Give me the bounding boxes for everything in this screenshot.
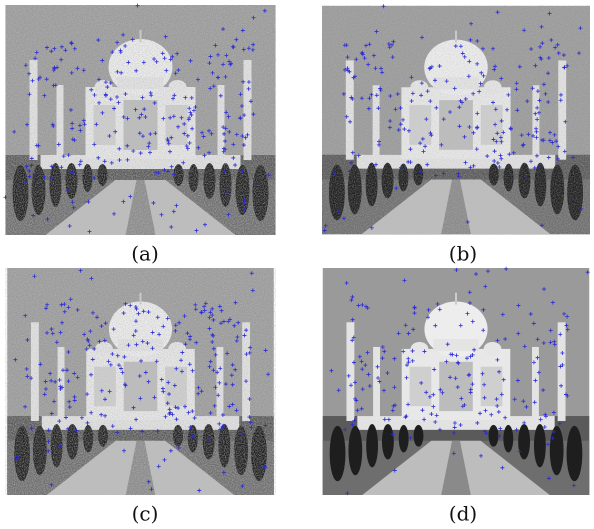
panel-label: (a) [131,242,159,266]
panel-image [323,267,590,495]
figure: (a) (b) (c) (d) [0,0,594,529]
panel-image [322,4,590,235]
panel-image [3,4,276,235]
panel-label: (b) [449,242,477,266]
panel-label: (d) [449,502,477,526]
panel-image [5,268,276,495]
panel-label: (c) [132,502,159,526]
